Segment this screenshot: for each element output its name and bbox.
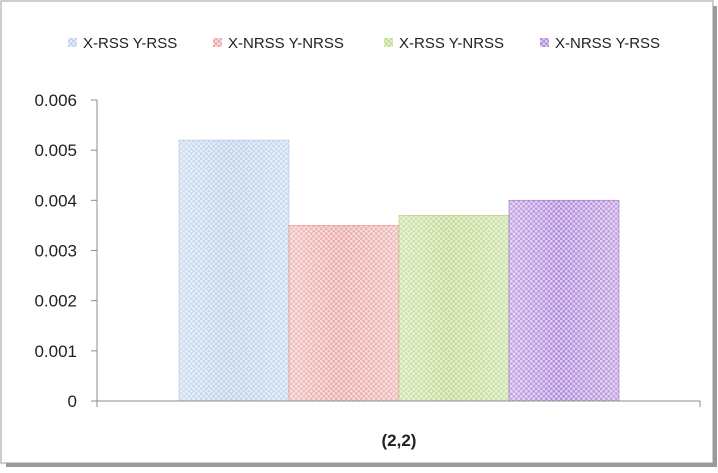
bar-x-rss-y-nrss [398,214,510,402]
bar-pattern [289,225,399,401]
bar-pattern [509,200,619,401]
legend-label: X-RSS Y-NRSS [399,35,504,52]
y-tick-label: 0.003 [34,242,77,261]
y-tick-label: 0.005 [34,141,77,160]
legend-item-x-nrss-y-nrss: X-NRSS Y-NRSS [213,35,344,52]
y-axis: 0 0.001 0.002 0.003 0.004 0.005 0.006 [34,91,98,411]
legend-label: X-RSS Y-RSS [83,35,177,52]
legend-swatch-pattern [540,38,549,47]
legend-label: X-NRSS Y-RSS [555,35,660,52]
y-tick-label: 0 [68,392,77,411]
bar-x-rss-y-rss [178,139,290,402]
x-tick-label: (2,2) [382,431,417,450]
y-tick-label: 0.004 [34,191,77,210]
legend-swatch-pattern [384,38,393,47]
bar-pattern [399,215,509,401]
y-tick-label: 0.006 [34,91,77,110]
legend-swatch-pattern [213,38,222,47]
legend-label: X-NRSS Y-NRSS [228,35,344,52]
chart-shadow-right [713,6,717,467]
legend: X-RSS Y-RSS X-NRSS Y-NRSS X-RSS Y-NRSS X-NR… [68,35,660,52]
bar-pattern [179,140,289,401]
bars [178,139,620,402]
legend-item-x-nrss-y-rss: X-NRSS Y-RSS [540,35,660,52]
bar-x-nrss-y-rss [508,199,620,402]
y-tick-label: 0.001 [34,342,77,361]
chart-shadow-bottom [6,463,717,467]
bar-x-nrss-y-nrss [288,225,400,402]
legend-swatch-pattern [68,38,77,47]
x-axis: (2,2) [96,400,701,450]
legend-item-x-rss-y-rss: X-RSS Y-RSS [68,35,177,52]
y-tick-label: 0.002 [34,292,77,311]
legend-item-x-rss-y-nrss: X-RSS Y-NRSS [384,35,504,52]
